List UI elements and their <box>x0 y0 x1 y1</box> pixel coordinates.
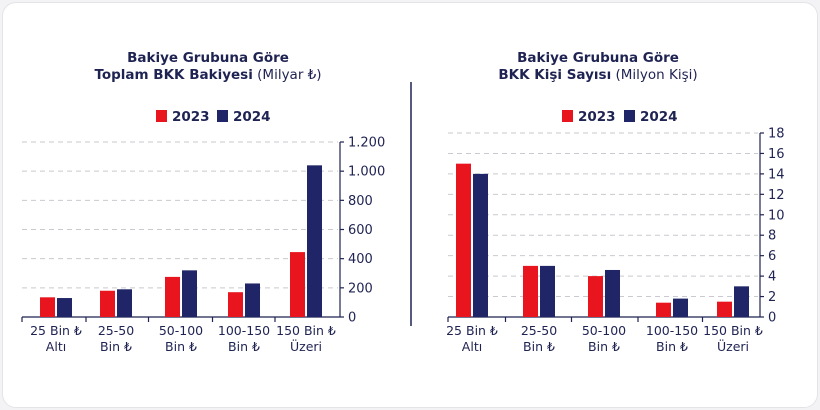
chart2-y-tick-label: 0 <box>768 311 776 326</box>
chart1-bar-2024-4 <box>307 165 322 317</box>
chart1-legend-label-2024: 2024 <box>233 109 271 125</box>
chart1-plot: 0 200 400 600 800 1.000 1.200 25 Bin ₺Altı 25-50… <box>21 136 385 354</box>
chart2-x-tick-label: Altı <box>462 339 482 354</box>
chart1-x-tick-label: 25 Bin ₺ <box>30 323 82 338</box>
chart1-legend-label-2023: 2023 <box>172 109 210 125</box>
chart2-bar-2024-4 <box>734 286 749 317</box>
chart1-bar-2023-1 <box>100 290 115 317</box>
chart1-y-tick-label: 0 <box>348 311 356 326</box>
chart1-bar-2023-2 <box>165 276 180 317</box>
chart2-x-tick-label: 25-50 <box>521 323 557 338</box>
chart2-x-tick-label: 25 Bin ₺ <box>446 323 498 338</box>
chart2-bar-2023-4 <box>717 301 732 317</box>
chart2-bar-2023-3 <box>656 302 671 317</box>
chart1-bar-2024-2 <box>182 270 197 317</box>
chart2-legend-swatch-2023 <box>562 110 573 122</box>
chart1-x-tick-label: Bin ₺ <box>228 339 260 354</box>
chart1-x-tick-label: 150 Bin ₺ <box>276 323 336 338</box>
chart1-y-tick-label: 1.200 <box>348 136 385 151</box>
chart2-y-tick-label: 2 <box>768 290 776 305</box>
chart1-legend-swatch-2023 <box>156 110 167 122</box>
chart2-y-tick-label: 4 <box>768 270 776 285</box>
chart1-x-tick-label: 100-150 <box>218 323 270 338</box>
chart2-x-tick-label: 150 Bin ₺ <box>703 323 763 338</box>
chart1-bar-2024-0 <box>57 298 72 317</box>
chart1-legend-swatch-2024 <box>217 110 228 122</box>
chart1-y-tick-label: 1.000 <box>348 165 385 180</box>
chart2-x-tick-label: Bin ₺ <box>523 339 555 354</box>
chart2-x-tick-label: Üzeri <box>717 338 749 354</box>
chart1-x-tick-label: Bin ₺ <box>100 339 132 354</box>
chart2-y-tick-label: 18 <box>768 127 785 142</box>
chart2-legend-label-2024: 2024 <box>640 109 678 125</box>
chart2-y-tick-label: 6 <box>768 249 776 264</box>
chart1-bar-2023-4 <box>290 252 305 317</box>
chart1-bar-2024-1 <box>117 289 132 317</box>
chart2-bar-2024-0 <box>473 173 488 317</box>
chart2-y-tick-label: 10 <box>768 208 785 223</box>
chart2-bar-2023-1 <box>523 265 538 317</box>
chart1-x-tick-label: 25-50 <box>98 323 134 338</box>
chart2-y-tick-label: 14 <box>768 167 785 182</box>
chart2-bar-2023-2 <box>588 276 603 317</box>
chart2-bar-2024-2 <box>605 269 620 317</box>
chart2-x-tick-label: Bin ₺ <box>656 339 688 354</box>
chart1-title-line2: Toplam BKK Bakiyesi (Milyar ₺) <box>94 67 321 83</box>
chart1-bar-2023-3 <box>228 292 243 317</box>
chart2-y-tick-label: 16 <box>768 147 785 162</box>
chart1-y-tick-label: 800 <box>348 194 373 209</box>
chart2-legend-label-2023: 2023 <box>578 109 616 125</box>
chart2-x-tick-label: Bin ₺ <box>588 339 620 354</box>
chart2-title-line2: BKK Kişi Sayısı (Milyon Kişi) <box>498 67 697 83</box>
chart1-x-tick-label: Bin ₺ <box>165 339 197 354</box>
chart1-bar-2023-0 <box>40 297 55 317</box>
chart1-x-tick-label: 50-100 <box>159 323 203 338</box>
chart2-y-tick-label: 8 <box>768 229 776 244</box>
chart1-y-tick-label: 400 <box>348 252 373 267</box>
chart2-y-tick-label: 12 <box>768 188 785 203</box>
chart2-x-tick-label: 50-100 <box>582 323 626 338</box>
chart1-title-line1: Bakiye Grubuna Göre <box>127 50 289 66</box>
chart2-bar-2024-3 <box>673 298 688 317</box>
chart2-legend-swatch-2024 <box>624 110 635 122</box>
chart1-bar-2024-3 <box>245 283 260 317</box>
chart1-x-tick-label: Altı <box>46 339 66 354</box>
chart1-y-tick-label: 600 <box>348 223 373 238</box>
chart2-title-line1: Bakiye Grubuna Göre <box>517 50 679 66</box>
chart1-y-tick-label: 200 <box>348 281 373 296</box>
chart1-x-tick-label: Üzeri <box>290 338 322 354</box>
chart2-x-tick-label: 100-150 <box>646 323 698 338</box>
chart2-bar-2023-0 <box>456 163 471 317</box>
chart2-bar-2024-1 <box>540 265 555 317</box>
